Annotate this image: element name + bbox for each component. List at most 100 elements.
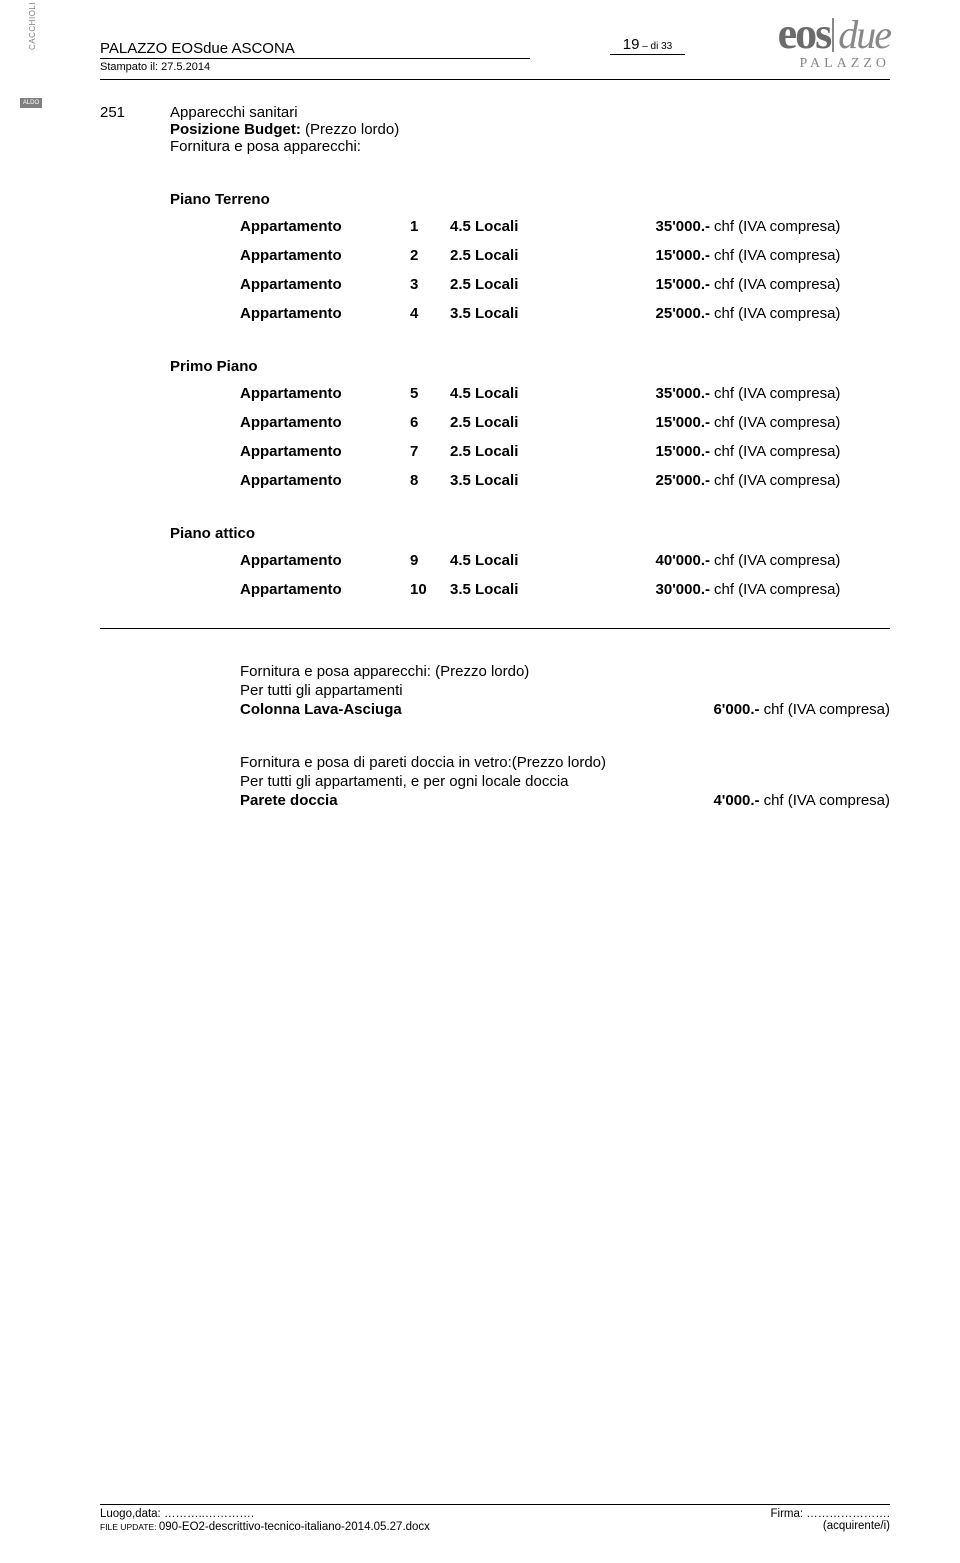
- footer-file-prefix: FILE UPDATE:: [100, 1522, 159, 1532]
- apt-number: 8: [410, 472, 450, 489]
- section-251: 251 Apparecchi sanitari Posizione Budget…: [100, 104, 890, 155]
- section-divider: [100, 628, 890, 629]
- extra-block: Fornitura e posa di pareti doccia in vet…: [240, 754, 890, 809]
- section-supply-label: Fornitura e posa apparecchi:: [170, 138, 399, 155]
- apt-number: 4: [410, 305, 450, 322]
- logo: eosdue PALAZZO: [778, 12, 890, 72]
- logo-palazzo: PALAZZO: [778, 56, 890, 72]
- footer-rule: [100, 1504, 890, 1505]
- section-code: 251: [100, 104, 170, 155]
- apartment-row: Appartamento83.5 Locali25'000.- chf (IVA…: [240, 472, 890, 489]
- apt-label: Appartamento: [240, 218, 410, 235]
- apt-locali: 2.5 Locali: [450, 414, 610, 431]
- apt-locali: 2.5 Locali: [450, 247, 610, 264]
- apt-locali: 3.5 Locali: [450, 472, 610, 489]
- apt-price-suffix: chf (IVA compresa): [710, 552, 840, 569]
- apt-label: Appartamento: [240, 305, 410, 322]
- apt-price-suffix: chf (IVA compresa): [710, 581, 840, 598]
- apt-locali: 4.5 Locali: [450, 218, 610, 235]
- extra-name: Parete doccia: [240, 792, 338, 809]
- apt-label: Appartamento: [240, 276, 410, 293]
- section-budget-suffix: (Prezzo lordo): [301, 121, 399, 138]
- page-number-current: 19: [623, 36, 640, 53]
- extra-price-row: Colonna Lava-Asciuga 6'000.- chf (IVA com…: [240, 701, 890, 718]
- apartment-row: Appartamento72.5 Locali15'000.- chf (IVA…: [240, 443, 890, 460]
- apartment-row: Appartamento22.5 Locali15'000.- chf (IVA…: [240, 247, 890, 264]
- apt-price-suffix: chf (IVA compresa): [710, 443, 840, 460]
- apt-number: 3: [410, 276, 450, 293]
- apt-price: 15'000.-: [610, 443, 710, 460]
- extra-line: Per tutti gli appartamenti: [240, 682, 890, 699]
- apt-label: Appartamento: [240, 472, 410, 489]
- apt-locali: 4.5 Locali: [450, 552, 610, 569]
- apt-price-suffix: chf (IVA compresa): [710, 276, 840, 293]
- apt-number: 9: [410, 552, 450, 569]
- header-rule: [100, 79, 890, 80]
- apt-price: 40'000.-: [610, 552, 710, 569]
- apt-label: Appartamento: [240, 552, 410, 569]
- apartment-row: Appartamento103.5 Locali30'000.- chf (IV…: [240, 581, 890, 598]
- apartment-row: Appartamento43.5 Locali25'000.- chf (IVA…: [240, 305, 890, 322]
- floor-heading: Piano Terreno: [170, 191, 890, 208]
- apt-label: Appartamento: [240, 247, 410, 264]
- section-budget-label: Posizione Budget:: [170, 121, 301, 138]
- apt-locali: 4.5 Locali: [450, 385, 610, 402]
- footer-luogo: Luogo,data: ………..………….: [100, 1508, 430, 1520]
- apt-price-suffix: chf (IVA compresa): [710, 305, 840, 322]
- apt-number: 5: [410, 385, 450, 402]
- extra-name: Colonna Lava-Asciuga: [240, 701, 402, 718]
- extra-price-suffix: chf (IVA compresa): [760, 701, 890, 718]
- apt-price-suffix: chf (IVA compresa): [710, 247, 840, 264]
- apartment-row: Appartamento94.5 Locali40'000.- chf (IVA…: [240, 552, 890, 569]
- extra-price: 6'000.-: [660, 701, 760, 718]
- extra-line: Fornitura e posa apparecchi: (Prezzo lor…: [240, 663, 890, 680]
- floor-heading: Piano attico: [170, 525, 890, 542]
- apt-price-suffix: chf (IVA compresa): [710, 414, 840, 431]
- apt-label: Appartamento: [240, 443, 410, 460]
- floor-heading: Primo Piano: [170, 358, 890, 375]
- apt-locali: 2.5 Locali: [450, 443, 610, 460]
- footer-file: 090-EO2-descrittivo-tecnico-italiano-201…: [159, 1521, 430, 1533]
- page-number-total: – di 33: [639, 41, 672, 52]
- section-title: Apparecchi sanitari: [170, 104, 399, 121]
- logo-eos: eos: [778, 9, 831, 58]
- apt-locali: 2.5 Locali: [450, 276, 610, 293]
- apt-price: 30'000.-: [610, 581, 710, 598]
- apt-price: 35'000.-: [610, 218, 710, 235]
- page-header: PALAZZO EOSdue ASCONA Stampato il: 27.5.…: [100, 40, 890, 73]
- apt-price: 15'000.-: [610, 414, 710, 431]
- apt-price: 15'000.-: [610, 276, 710, 293]
- apt-number: 10: [410, 581, 450, 598]
- extra-line: Per tutti gli appartamenti, e per ogni l…: [240, 773, 890, 790]
- extra-price-row: Parete doccia4'000.- chf (IVA compresa): [240, 792, 890, 809]
- apt-label: Appartamento: [240, 414, 410, 431]
- apartment-row: Appartamento32.5 Locali15'000.- chf (IVA…: [240, 276, 890, 293]
- extra-price: 4'000.-: [660, 792, 760, 809]
- side-name-box: ALDO: [20, 98, 42, 108]
- apt-price: 15'000.-: [610, 247, 710, 264]
- page-footer: Luogo,data: ………..…………. FILE UPDATE: 090-…: [100, 1504, 890, 1533]
- apt-price-suffix: chf (IVA compresa): [710, 218, 840, 235]
- logo-due: due: [838, 12, 890, 57]
- side-architect-label: CACCHIOLI ARCHITETTO: [28, 0, 37, 50]
- apt-locali: 3.5 Locali: [450, 305, 610, 322]
- apt-price-suffix: chf (IVA compresa): [710, 385, 840, 402]
- apartment-row: Appartamento14.5 Locali35'000.- chf (IVA…: [240, 218, 890, 235]
- apt-number: 1: [410, 218, 450, 235]
- header-print-date: Stampato il: 27.5.2014: [100, 61, 890, 73]
- extra-line: Fornitura e posa di pareti doccia in vet…: [240, 754, 890, 771]
- footer-acquirente: (acquirente/i): [771, 1520, 890, 1532]
- apt-label: Appartamento: [240, 581, 410, 598]
- page-number: 19 – di 33: [610, 36, 685, 55]
- apt-price-suffix: chf (IVA compresa): [710, 472, 840, 489]
- apt-label: Appartamento: [240, 385, 410, 402]
- logo-divider: [832, 18, 834, 52]
- apt-price: 25'000.-: [610, 305, 710, 322]
- apt-price: 25'000.-: [610, 472, 710, 489]
- apt-price: 35'000.-: [610, 385, 710, 402]
- footer-firma: Firma: ………………….: [771, 1508, 890, 1520]
- apt-number: 6: [410, 414, 450, 431]
- extra-block: Fornitura e posa apparecchi: (Prezzo lor…: [240, 663, 890, 718]
- header-title: PALAZZO EOSdue ASCONA: [100, 40, 530, 59]
- apartment-row: Appartamento54.5 Locali35'000.- chf (IVA…: [240, 385, 890, 402]
